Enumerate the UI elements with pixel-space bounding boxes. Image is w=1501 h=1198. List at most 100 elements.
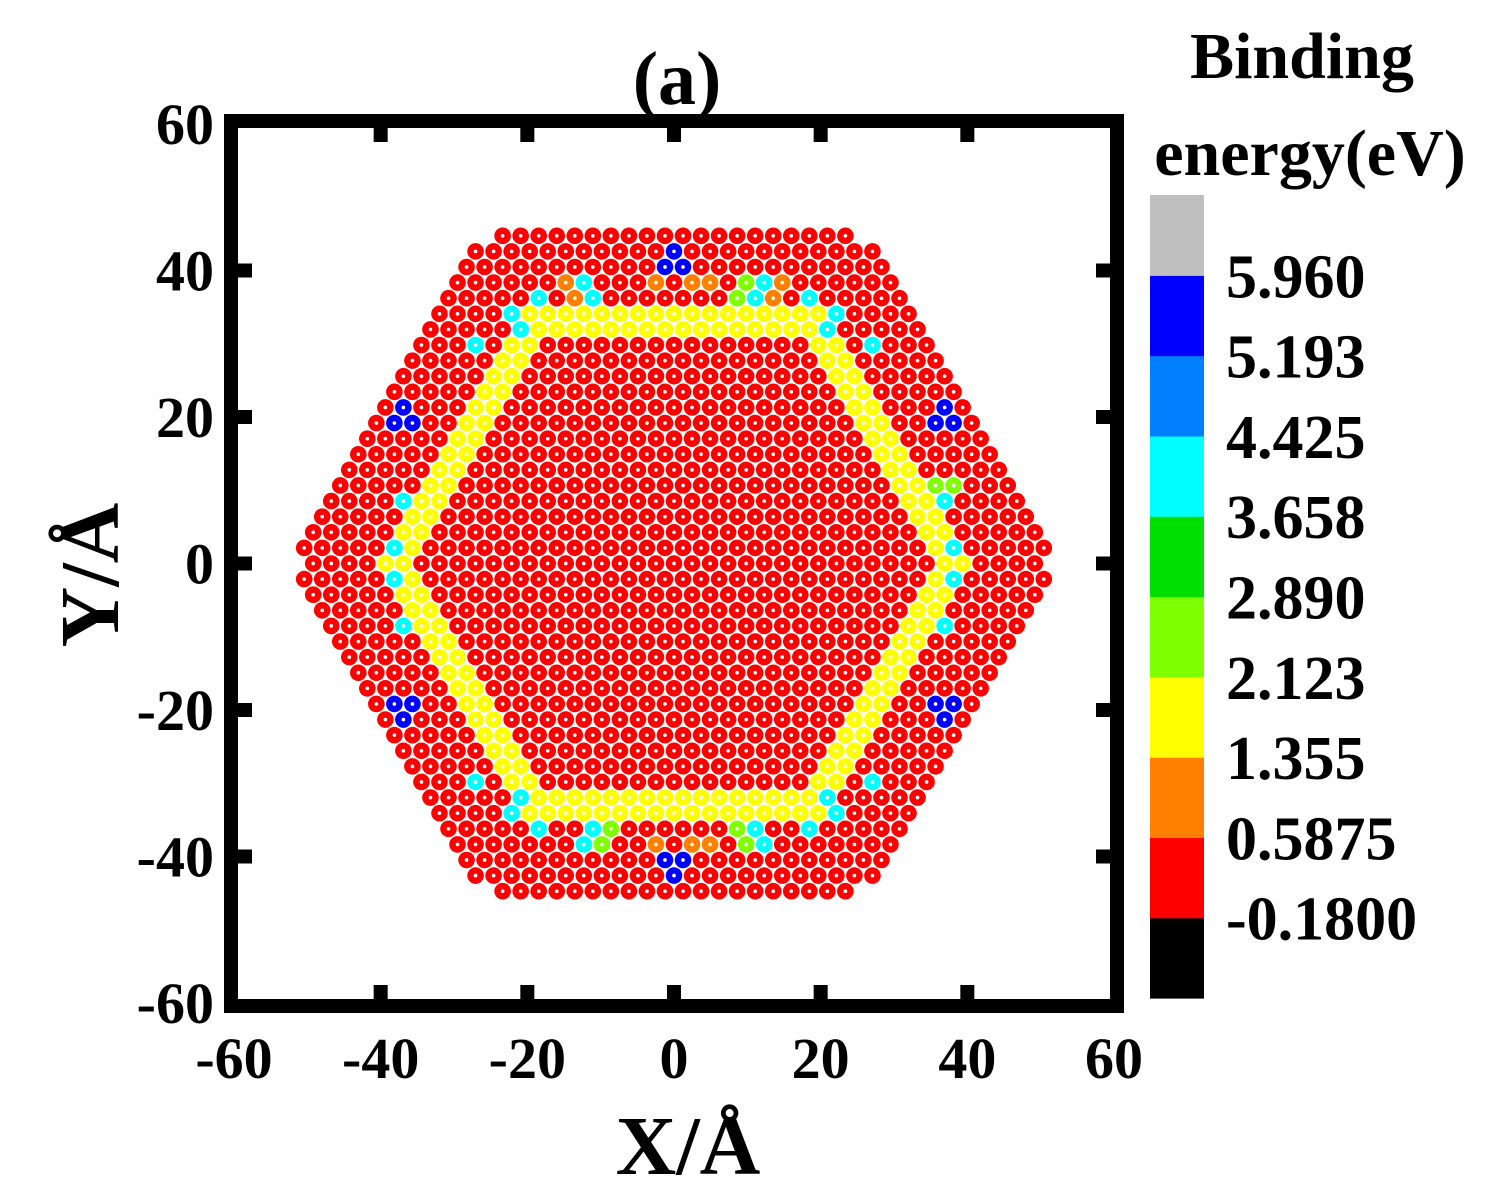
atom-site-center: [554, 577, 559, 581]
atom-site-center: [663, 608, 667, 613]
atom-site-center: [816, 624, 821, 628]
atom-site-center: [419, 343, 424, 347]
plot-frame: [224, 114, 1124, 1013]
atom-site-center: [536, 327, 541, 332]
atom-site-center: [735, 608, 739, 613]
atom-site-center: [708, 561, 712, 566]
atom-site-center: [347, 655, 352, 659]
atom-site-center: [473, 249, 478, 254]
atom-site-center: [518, 577, 523, 581]
atom-site-center: [807, 733, 812, 737]
atom-site-center: [978, 499, 983, 503]
atom-site-center: [627, 577, 631, 581]
atom-site-center: [942, 748, 947, 753]
atom-site-center: [735, 452, 739, 457]
atom-site-center: [717, 764, 721, 769]
atom-site-center: [816, 873, 821, 878]
atom-site-center: [753, 358, 758, 363]
atom-site-center: [861, 826, 866, 831]
atom-site-center: [699, 390, 703, 394]
atom-site-center: [636, 592, 640, 597]
atom-site-center: [762, 717, 767, 722]
atom-site-center: [816, 280, 821, 285]
atom-site-center: [888, 499, 893, 503]
atom-site-center: [491, 655, 496, 659]
atom-site-center: [861, 421, 866, 425]
atom-site-center: [699, 733, 703, 737]
atom-site-center: [825, 390, 830, 394]
atom-site-center: [554, 764, 559, 769]
atom-site-center: [518, 390, 523, 394]
atom-site-center: [600, 561, 604, 566]
atom-site-center: [888, 748, 893, 753]
atom-site-center: [572, 265, 577, 269]
atom-site-center: [726, 280, 730, 285]
atom-site-center: [843, 608, 848, 613]
atom-site-center: [861, 577, 866, 581]
atom-site-center: [410, 483, 415, 488]
atom-site-center: [392, 733, 397, 737]
atom-site-center: [798, 748, 803, 753]
atom-site-center: [681, 421, 685, 425]
atom-site-center: [834, 499, 839, 503]
atom-site-center: [906, 717, 911, 722]
atom-site-center: [834, 780, 839, 784]
atom-site-center: [708, 873, 712, 878]
atom-site-center: [798, 655, 803, 659]
atom-site-center: [843, 733, 848, 737]
atom-site-center: [951, 639, 956, 644]
atom-site-center: [708, 780, 712, 784]
atom-site-center: [762, 811, 767, 816]
atom-site-center: [816, 343, 821, 347]
atom-site-center: [654, 842, 658, 847]
atom-site-center: [951, 670, 956, 675]
atom-site-center: [780, 405, 785, 410]
atom-site-center: [672, 873, 676, 878]
atom-site-center: [627, 764, 631, 769]
atom-site-center: [618, 717, 622, 722]
atom-site-center: [951, 608, 956, 613]
x-tick-label: 60: [1085, 1026, 1143, 1091]
atom-site-center: [780, 780, 785, 784]
atom-site-center: [735, 358, 739, 363]
atom-site-center: [789, 889, 794, 894]
atom-site-center: [969, 452, 974, 457]
atom-site-center: [816, 748, 821, 753]
atom-site-center: [870, 842, 875, 847]
atom-site-center: [807, 889, 812, 894]
atom-site-center: [807, 390, 812, 394]
atom-site-center: [428, 639, 433, 644]
atom-site-center: [780, 592, 785, 597]
atom-site-center: [428, 514, 433, 519]
atom-site-center: [681, 546, 685, 550]
atom-site-center: [446, 296, 451, 301]
atom-site-center: [581, 561, 586, 566]
colorbar-segment: [1150, 355, 1204, 437]
atom-site-center: [663, 546, 667, 550]
atom-site-center: [753, 452, 758, 457]
atom-site-center: [879, 639, 884, 644]
atom-site-center: [509, 811, 514, 816]
atom-site-center: [654, 686, 658, 691]
atom-site-center: [807, 296, 812, 301]
atom-site-center: [744, 686, 748, 691]
atom-site-center: [365, 468, 370, 472]
atom-site-center: [401, 655, 406, 659]
atom-site-center: [879, 483, 884, 488]
atom-site-center: [600, 311, 604, 316]
atom-site-center: [527, 374, 532, 379]
atom-site-center: [482, 733, 487, 737]
atom-site-center: [789, 358, 794, 363]
atom-site-center: [473, 655, 478, 659]
atom-site-center: [518, 296, 523, 301]
atom-site-center: [789, 795, 794, 800]
atom-site-center: [609, 233, 613, 238]
atom-site-center: [942, 655, 947, 659]
atom-site-center: [789, 296, 794, 301]
atom-site-center: [870, 780, 875, 784]
atom-site-center: [609, 546, 613, 550]
atom-site-center: [798, 717, 803, 722]
atom-site-center: [735, 546, 739, 550]
atom-site-center: [870, 655, 875, 659]
atom-site-center: [419, 405, 424, 410]
